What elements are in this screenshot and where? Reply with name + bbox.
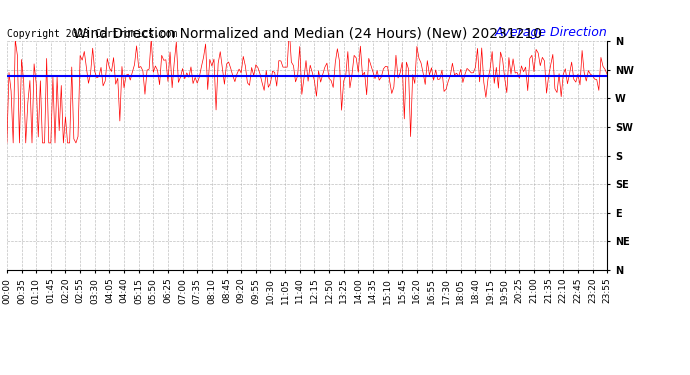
Title: Wind Direction Normalized and Median (24 Hours) (New) 20231210: Wind Direction Normalized and Median (24… [72,26,542,40]
Text: Copyright 2023 Cartronics.com: Copyright 2023 Cartronics.com [7,29,177,39]
Text: Average Direction: Average Direction [495,26,607,39]
